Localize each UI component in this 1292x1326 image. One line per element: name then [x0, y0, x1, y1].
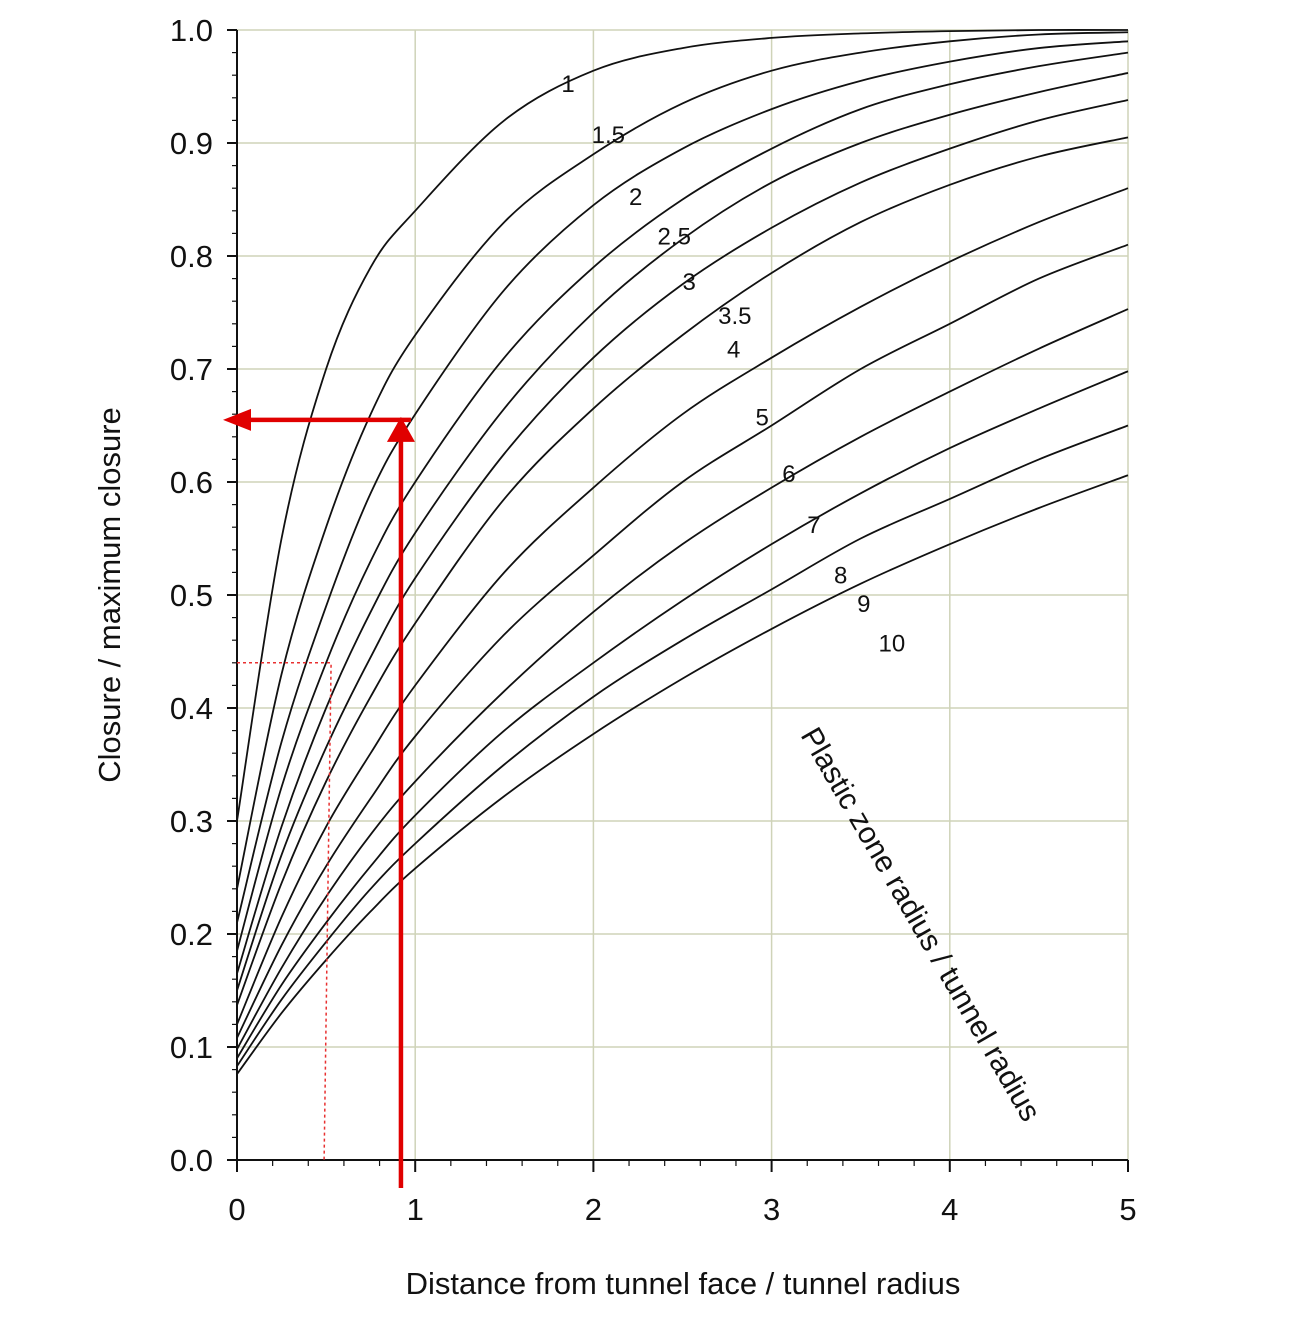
series-line-4 — [236, 136, 1129, 1006]
curve-label-3-5: 3.5 — [718, 303, 751, 330]
annotations — [223, 408, 415, 1188]
series-line-10 — [236, 474, 1129, 1075]
series-line-1 — [236, 29, 1129, 822]
y-tick-label: 0.7 — [170, 352, 213, 387]
y-tick-label: 0.4 — [170, 691, 213, 726]
x-axis-title: Distance from tunnel face / tunnel radiu… — [406, 1266, 961, 1301]
x-tick-label: 2 — [585, 1192, 602, 1227]
x-tick-label: 5 — [1119, 1192, 1136, 1227]
curve-label-2-5: 2.5 — [658, 224, 691, 251]
y-tick-label: 0.6 — [170, 465, 213, 500]
curve-label-6: 6 — [782, 461, 795, 488]
y-tick-label: 0.3 — [170, 804, 213, 839]
y-tick-label: 0.9 — [170, 126, 213, 161]
series-line-3 — [236, 72, 1129, 974]
x-tick-label: 0 — [228, 1192, 245, 1227]
x-tick-label: 4 — [941, 1192, 958, 1227]
red-arrowhead-up — [386, 416, 415, 442]
y-tick-label: 0.5 — [170, 578, 213, 613]
curve-label-8: 8 — [834, 563, 847, 590]
curve-label-9: 9 — [857, 591, 870, 618]
curve-label-1: 1 — [561, 71, 574, 98]
series-curves — [236, 29, 1129, 1075]
y-tick-label: 0.8 — [170, 239, 213, 274]
legend-title: Plastic zone radius / tunnel radius — [794, 722, 1047, 1127]
series-line-5 — [236, 187, 1129, 1025]
series-line-2 — [236, 40, 1129, 923]
x-tick-label: 1 — [407, 1192, 424, 1227]
curve-label-5: 5 — [756, 405, 769, 432]
curve-label-3: 3 — [683, 269, 696, 296]
curve-label-4: 4 — [727, 337, 740, 364]
series-line-2-5 — [236, 51, 1129, 952]
y-tick-label: 1.0 — [170, 13, 213, 48]
series-line-1-5 — [236, 31, 1129, 889]
y-tick-label: 0.2 — [170, 917, 213, 952]
series-line-3-5 — [236, 99, 1129, 991]
red-arrowhead-left — [223, 408, 251, 431]
curve-label-10: 10 — [879, 631, 906, 658]
x-tick-label: 3 — [763, 1192, 780, 1227]
series-line-8 — [236, 370, 1129, 1059]
series-line-9 — [236, 424, 1129, 1067]
axes: 0.0 0.1 0.2 0.3 0.4 0.5 0.6 0.7 0.8 0.9 1.0 0 1 2 3 4 5 — [170, 13, 1137, 1227]
y-axis-title: Closure / maximum closure — [92, 407, 127, 783]
y-tick-label: 0.0 — [170, 1143, 213, 1178]
red-dotted-guide — [237, 662, 332, 1161]
curve-label-2: 2 — [629, 184, 642, 211]
series-line-6 — [236, 243, 1129, 1039]
curve-label-7: 7 — [807, 512, 820, 539]
series-line-7 — [236, 308, 1129, 1050]
y-tick-label: 0.1 — [170, 1030, 213, 1065]
curve-label-1-5: 1.5 — [592, 122, 625, 149]
